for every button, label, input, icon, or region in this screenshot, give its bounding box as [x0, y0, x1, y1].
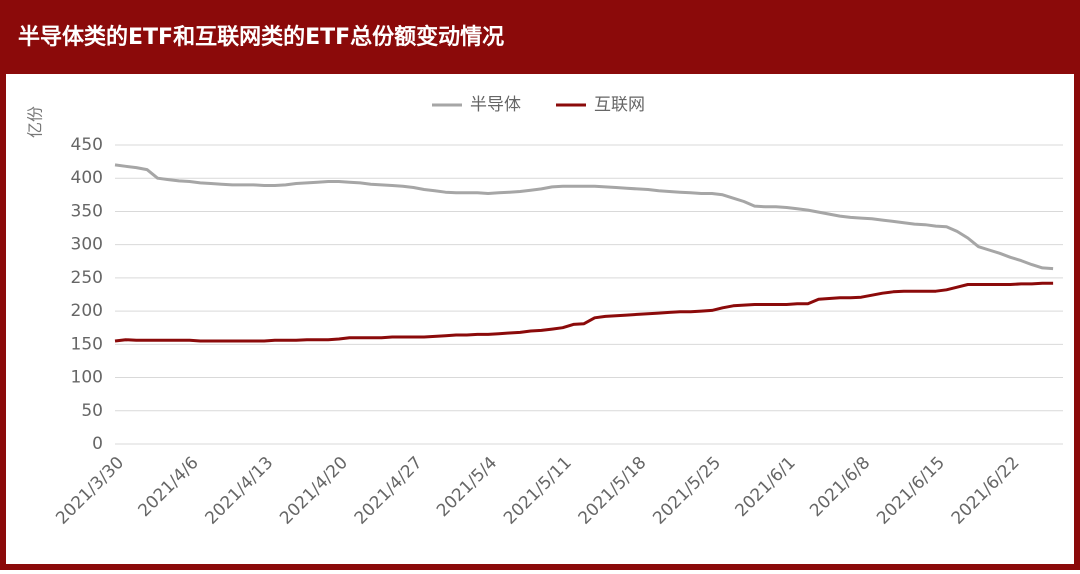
series-line — [114, 281, 1054, 343]
y-tick-label: 200 — [71, 301, 103, 321]
y-tick-label: 250 — [71, 268, 103, 288]
y-tick-label: 100 — [71, 368, 103, 388]
legend-label: 互联网 — [594, 95, 645, 115]
y-tick-label: 350 — [71, 201, 103, 221]
y-axis-label: 亿份 — [26, 106, 45, 138]
chart-title: 半导体类的ETF和互联网类的ETF总份额变动情况 — [18, 24, 504, 50]
legend-label: 半导体 — [470, 95, 521, 115]
series-line — [114, 163, 1054, 271]
plot-card — [6, 74, 1074, 564]
y-tick-label: 0 — [92, 434, 103, 454]
y-tick-label: 300 — [71, 235, 103, 255]
y-tick-label: 400 — [71, 168, 103, 188]
y-tick-label: 450 — [71, 135, 103, 155]
y-tick-label: 50 — [81, 401, 103, 421]
y-tick-label: 150 — [71, 334, 103, 354]
